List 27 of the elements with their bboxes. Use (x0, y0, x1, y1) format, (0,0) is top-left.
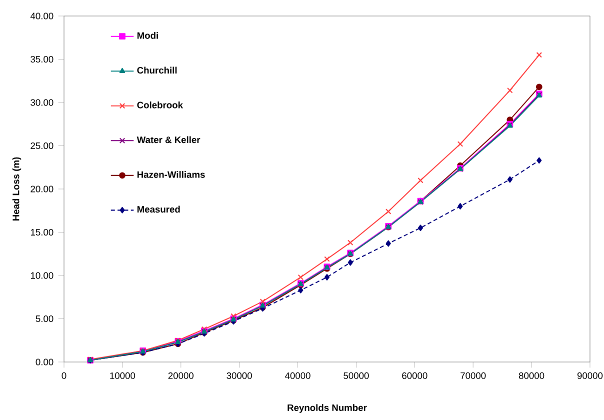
x-axis-title: Reynolds Number (288, 404, 367, 413)
legend-label: Colebrook (137, 102, 183, 108)
y-tick-label: 40.00 (30, 12, 54, 20)
legend-label: Water & Keller (136, 136, 200, 144)
y-tick-label: 10.00 (30, 272, 54, 279)
x-tick-label: 80000 (518, 372, 544, 379)
x-tick-label: 0 (62, 372, 66, 379)
x-tick-label: 30000 (226, 372, 252, 379)
legend-label: Modi (137, 32, 158, 39)
legend-label: Churchill (137, 66, 177, 74)
x-tick-label: 10000 (110, 372, 136, 379)
x-tick-label: 60000 (402, 372, 428, 379)
y-tick-label: 30.00 (30, 99, 54, 106)
legend-label: Measured (137, 206, 180, 213)
y-tick-label: 5.00 (36, 315, 54, 322)
y-tick-label: 35.00 (30, 56, 54, 63)
x-tick-label: 50000 (344, 372, 369, 379)
x-tick-label: 90000 (577, 372, 603, 379)
y-tick-label: 15.00 (30, 228, 54, 236)
y-tick-label: 25.00 (30, 142, 54, 150)
x-tick-label: 70000 (460, 372, 486, 379)
y-tick-label: 0.00 (36, 358, 54, 366)
x-tick-label: 20000 (168, 372, 194, 379)
legend-label: Hazen-Williams (137, 171, 205, 178)
x-tick-label: 40000 (285, 372, 310, 379)
y-tick-label: 20.00 (30, 186, 54, 192)
y-axis-title: Head Loss (m) (12, 157, 22, 221)
